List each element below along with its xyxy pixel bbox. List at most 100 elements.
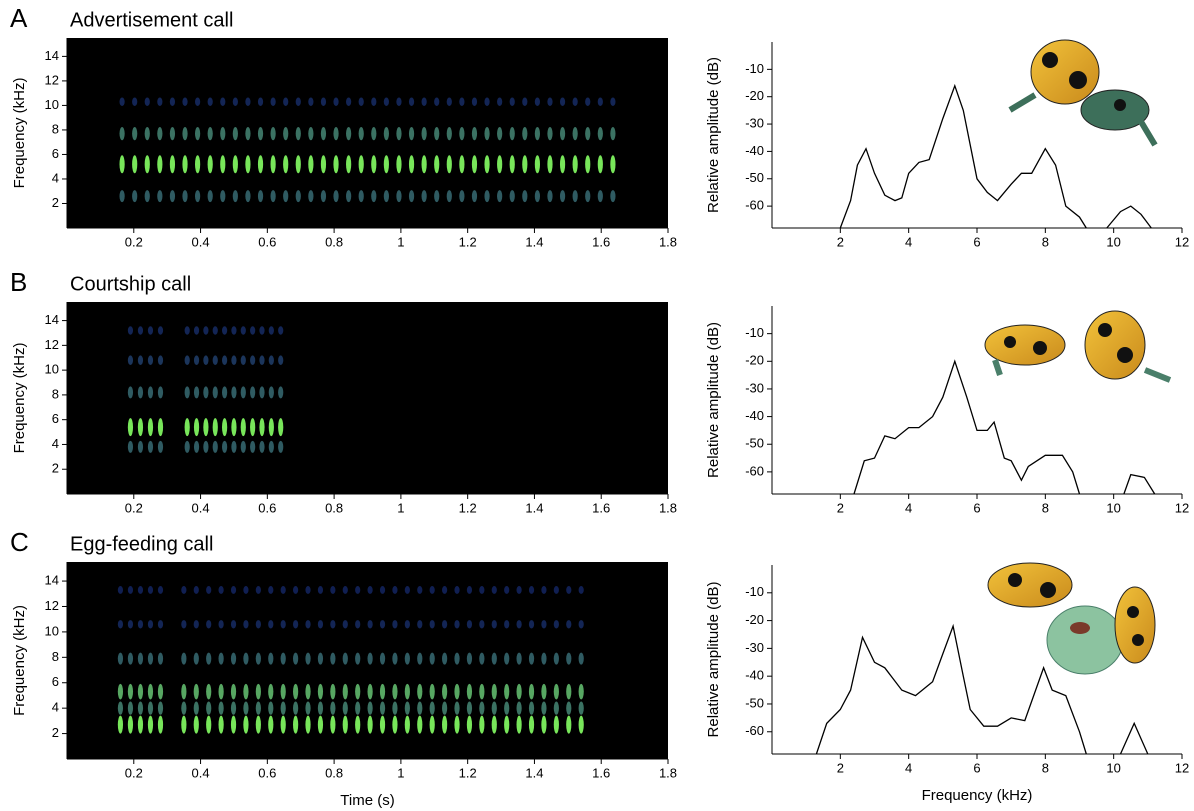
pulse <box>553 701 559 715</box>
pulse <box>434 190 440 203</box>
y-tick-label: 4 <box>52 436 59 451</box>
y-tick-label: 2 <box>52 725 59 740</box>
pulse <box>203 326 209 335</box>
y-tick-label: -30 <box>745 640 764 655</box>
pulse <box>221 386 228 399</box>
pulse <box>157 386 164 399</box>
line-panel: Relative amplitude (dB) -10 -20 -30 -40 -50 -6… <box>705 306 1189 515</box>
pulse <box>308 97 314 106</box>
pulse <box>220 127 226 141</box>
pulse <box>147 701 154 715</box>
x-tick-label: 10 <box>1106 234 1120 249</box>
pulse <box>157 127 163 141</box>
pulse <box>479 715 485 734</box>
y-tick-label: 8 <box>52 121 59 136</box>
y-tick-label: -40 <box>745 143 764 158</box>
pulse <box>497 127 503 141</box>
pulse <box>268 715 274 734</box>
pulse <box>317 701 324 715</box>
x-tick-label: 0.8 <box>325 234 343 249</box>
pulse <box>421 190 427 203</box>
x-tick-label: 2 <box>837 760 844 775</box>
pulse <box>367 683 373 700</box>
pulse <box>479 620 485 629</box>
pulse <box>317 620 324 629</box>
pulse <box>367 701 373 715</box>
panel-letter: B <box>10 267 27 297</box>
pulse <box>250 386 256 399</box>
pulse <box>585 155 591 174</box>
pulse <box>454 586 460 594</box>
pulse <box>383 190 389 203</box>
pulse <box>127 701 134 715</box>
pulse <box>212 355 218 366</box>
y-axis-label: Relative amplitude (dB) <box>705 57 722 213</box>
pulse <box>417 586 423 594</box>
pulse <box>293 620 299 629</box>
pulse <box>117 586 124 594</box>
pulse <box>257 127 264 141</box>
pulse <box>268 418 274 437</box>
pulse <box>255 652 261 665</box>
pulse <box>184 355 190 366</box>
pulse <box>371 97 377 106</box>
y-tick-label: -50 <box>745 695 764 710</box>
pulse <box>479 701 485 715</box>
pulse <box>268 586 274 594</box>
x-tick-label: 1.4 <box>525 234 543 249</box>
panel-letter: C <box>10 527 29 557</box>
pulse <box>257 190 264 203</box>
pulse <box>471 127 478 141</box>
pulse <box>250 418 256 437</box>
pulse <box>479 652 485 665</box>
pulse <box>434 127 440 141</box>
pulse <box>206 652 212 665</box>
y-tick-label: 8 <box>52 386 59 401</box>
pulse <box>342 586 348 594</box>
pulse <box>528 683 535 700</box>
pulse <box>610 97 616 106</box>
pulse <box>127 683 134 700</box>
pulse <box>255 586 261 594</box>
pulse <box>330 586 336 594</box>
pulse <box>566 683 572 700</box>
pulse <box>333 127 339 141</box>
pulse <box>578 586 584 594</box>
pulse <box>504 586 510 594</box>
pulse <box>392 715 398 734</box>
pulse <box>278 355 284 366</box>
x-tick-label: 1.4 <box>525 500 543 515</box>
pulse <box>484 155 490 174</box>
pulse <box>193 652 199 665</box>
spectrogram-background <box>67 38 668 228</box>
x-tick-label: 1.2 <box>459 234 477 249</box>
pulse <box>127 620 134 629</box>
pulse <box>578 715 584 734</box>
pulse <box>137 715 144 734</box>
x-tick-label: 6 <box>973 500 980 515</box>
pulse <box>220 155 226 174</box>
pulse <box>484 97 490 106</box>
pulse <box>578 652 584 665</box>
pulse <box>417 715 423 734</box>
pulse <box>466 620 473 629</box>
pulse <box>137 440 144 453</box>
pulse <box>466 715 473 734</box>
y-axis-label: Frequency (kHz) <box>11 78 28 189</box>
pulse <box>459 97 465 106</box>
pulse <box>534 155 540 174</box>
x-tick-label: 12 <box>1175 760 1189 775</box>
pulse <box>547 155 553 174</box>
pulse <box>137 326 144 335</box>
y-tick-label: -10 <box>745 61 764 76</box>
pulse <box>255 715 261 734</box>
pulse <box>218 652 224 665</box>
pulse <box>305 652 311 665</box>
pulse <box>220 97 226 106</box>
panel-title: Advertisement call <box>70 9 233 31</box>
pulse <box>218 683 224 700</box>
pulse <box>212 440 218 453</box>
pulse <box>404 683 410 700</box>
spectrum-line <box>815 623 1149 755</box>
pulse <box>203 418 209 437</box>
